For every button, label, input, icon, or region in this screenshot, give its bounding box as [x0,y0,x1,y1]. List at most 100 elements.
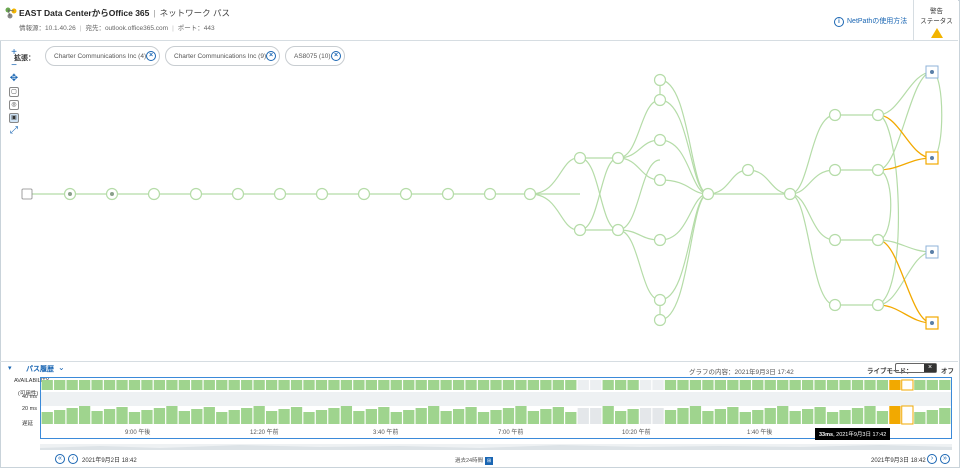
availability-bar [639,380,652,390]
time-tick: 10:20 午前 [622,430,651,436]
availability-bar [465,380,477,390]
graph-toolbar: + − ✥ ▢ ◎ ▣ ⤢ [9,48,19,139]
latency-bar [515,406,527,424]
y-availability-jp-label: (可用性) [18,391,39,397]
latency-bar [490,410,502,424]
next-page-icon[interactable]: › [927,454,937,464]
latency-bar [702,411,714,424]
latency-bar [777,406,789,424]
latency-gap [652,408,664,424]
latency-bar [814,407,826,424]
latency-bar [216,412,228,424]
latency-bar [166,406,178,424]
status-caption: ステータス [920,18,953,25]
latency-bar [440,411,452,424]
availability-bar [926,380,938,390]
latency-bar [353,411,365,424]
availability-bar [353,380,365,390]
availability-bar [714,380,727,390]
close-icon[interactable]: × [146,51,156,61]
latency-bar [739,412,751,424]
latency-bar [889,406,901,424]
availability-bar [689,380,702,390]
zoom-out-icon[interactable]: − [11,60,17,71]
availability-bar [565,380,577,390]
dest-label: 宛先：outlook.office365.com [85,25,169,32]
latency-gap [577,408,589,424]
latency-gap [590,408,602,424]
latency-bar [602,406,614,424]
prev-page-icon[interactable]: ‹ [68,454,78,464]
latency-bar [390,412,402,424]
zoom-in-icon[interactable]: + [11,47,17,58]
chevron-down-icon[interactable]: ⌄ [58,363,65,372]
collapse-icon[interactable]: ▾ [8,365,12,372]
latency-bar [365,409,377,424]
availability-bar [839,380,851,390]
latency-bar [178,411,190,424]
time-tick: 9:00 午後 [125,430,151,436]
close-icon[interactable]: × [266,51,276,61]
latency-bar [191,409,203,424]
layout-icon[interactable]: ▢ [9,87,19,97]
latency-bar [826,412,839,424]
latency-bar [428,406,440,424]
availability-bar [166,380,178,390]
time-tick: 7:00 午前 [498,430,524,436]
status-text: 警告 [930,8,943,15]
zoom-range-icon[interactable]: ⊞ [485,456,494,465]
latency-bar [153,408,166,424]
path-history-chart[interactable] [40,377,952,439]
availability-bar [178,380,190,390]
path-history-header: ▾ パス履歴 ⌄ グラフの内容：2021年9月3日 17:42 ライブモード： … [0,361,958,376]
latency-bar [315,410,328,424]
latency-bar [340,406,353,424]
time-tick: 1:40 午後 [747,430,773,436]
start-date-label: 2021年9月2日 18:42 [82,458,137,464]
expansion-chip: AS8075 (10) × [285,46,345,66]
latency-bar [116,407,128,424]
latency-bar [677,408,689,424]
image-icon[interactable]: ▣ [9,113,19,123]
availability-bar [677,380,689,390]
network-path-graph[interactable] [0,40,958,360]
last-page-icon[interactable]: » [940,454,950,464]
live-mode-toggle[interactable]: × [895,363,937,373]
first-page-icon[interactable]: « [55,454,65,464]
availability-bar [602,380,614,390]
availability-bar [939,380,951,390]
availability-bar [876,380,889,390]
netpath-logo-icon [5,7,17,19]
timeline-scrubber[interactable] [40,441,952,450]
availability-bar [241,380,253,390]
availability-bar [502,380,515,390]
latency-bar [66,408,78,424]
latency-bar [876,411,889,424]
latency-bar [752,410,764,424]
path-svg [21,65,943,330]
latency-band [41,392,951,406]
availability-bar [590,380,602,390]
availability-bar [515,380,527,390]
y-latency-label: 遅延 [22,421,34,427]
history-bars [41,379,951,425]
pan-icon[interactable]: ✥ [9,73,19,84]
latency-bar [502,408,515,424]
latency-bar [228,410,240,424]
availability-bar [490,380,502,390]
availability-bar [303,380,315,390]
path-history-title[interactable]: パス履歴 [26,366,54,373]
netpath-howto-link[interactable]: i NetPathの使用方法 [834,16,907,27]
latency-bar [664,410,677,424]
fit-icon[interactable]: ◎ [9,100,19,110]
latency-bar [465,407,477,424]
availability-bar [66,380,78,390]
latency-bar [802,409,814,424]
availability-bar [41,380,53,390]
availability-bar [265,380,278,390]
availability-bar [91,380,103,390]
info-icon: i [834,17,844,27]
expand-icon[interactable]: ⤢ [10,125,18,136]
close-icon[interactable]: × [331,51,341,61]
source-label: 情報源：10.1.40.26 [19,25,76,32]
